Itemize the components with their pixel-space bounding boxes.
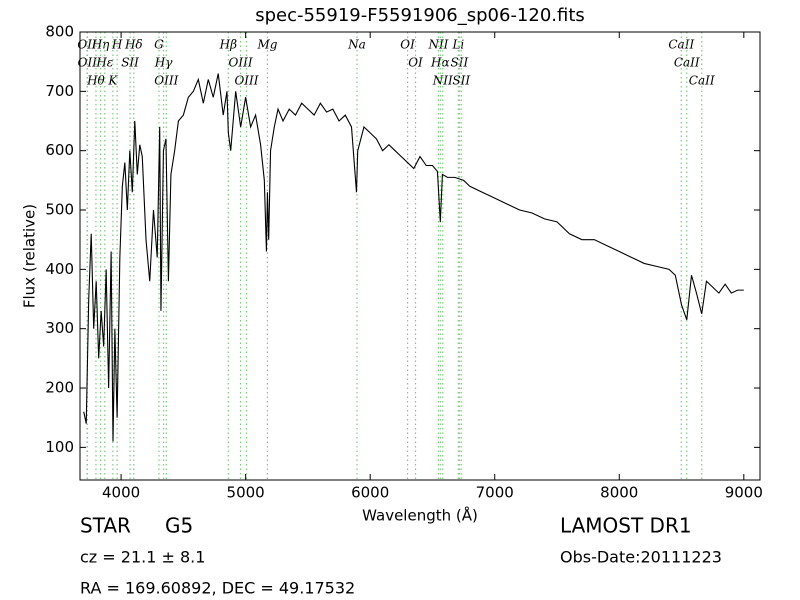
spectral-line-label: OI (400, 38, 415, 52)
y-tick-label: 700 (45, 82, 74, 100)
chart-title: spec-55919-F5591906_sp06-120.fits (255, 5, 585, 26)
spectral-line-label: CaII (674, 56, 700, 70)
spectral-line-label: CaII (689, 74, 715, 88)
spectral-line-label: Hη (91, 38, 110, 52)
spectral-line-label: OIII (234, 74, 258, 88)
spectral-line-label: OIII (154, 74, 178, 88)
spectral-line-label: SII (451, 56, 469, 70)
survey: LAMOST DR1 (560, 514, 692, 538)
y-tick-label: 500 (45, 201, 74, 219)
y-tick-label: 100 (45, 438, 74, 456)
spectral-line-label: NII (432, 74, 453, 88)
spectral-line-label: OII (78, 56, 98, 70)
redshift: cz = 21.1 ± 8.1 (80, 548, 205, 567)
spectral-line-label: Mg (256, 38, 277, 52)
spectral-line-label: Hγ (154, 56, 173, 70)
spectral-line-label: SII (452, 74, 470, 88)
spectral-line-label: H (111, 38, 123, 52)
obs-date: Obs-Date:20111223 (560, 548, 722, 567)
x-tick-label: 5000 (227, 484, 265, 502)
object-class: STAR (80, 514, 131, 538)
x-tick-label: 6000 (351, 484, 389, 502)
spectral-line-label: Hδ (124, 38, 143, 52)
spectral-line-label: SII (121, 56, 139, 70)
spectral-line-label: Hα (430, 56, 450, 70)
spectrum-line (83, 73, 744, 442)
spectral-line-label: NII (427, 38, 448, 52)
spectral-line-label: Na (347, 38, 366, 52)
x-tick-label: 9000 (725, 484, 763, 502)
spectral-line-label: K (107, 74, 118, 88)
x-tick-label: 4000 (102, 484, 140, 502)
y-tick-label: 600 (45, 141, 74, 159)
spectral-line-label: OII (77, 38, 97, 52)
spectral-line-label: G (154, 38, 164, 52)
x-tick-label: 8000 (600, 484, 638, 502)
spectral-line-label: Hθ (86, 74, 105, 88)
x-tick-label: 7000 (476, 484, 514, 502)
spectral-line-label: Li (451, 38, 464, 52)
spectral-line-label: OIII (229, 56, 253, 70)
subclass: G5 (165, 514, 193, 538)
y-axis-label: Flux (relative) (21, 204, 39, 308)
coordinates: RA = 169.60892, DEC = 49.17532 (80, 579, 355, 598)
y-tick-label: 400 (45, 260, 74, 278)
y-tick-label: 200 (45, 379, 74, 397)
spectral-line-label: Hβ (219, 38, 237, 52)
plot-frame (79, 31, 761, 481)
spectral-line-label: Hε (95, 56, 113, 70)
y-tick-label: 300 (45, 319, 74, 337)
spectral-line-label: CaII (668, 38, 694, 52)
x-axis-label: Wavelength (Å) (362, 506, 478, 525)
y-tick-label: 800 (45, 23, 74, 41)
spectral-line-label: OI (408, 56, 423, 70)
